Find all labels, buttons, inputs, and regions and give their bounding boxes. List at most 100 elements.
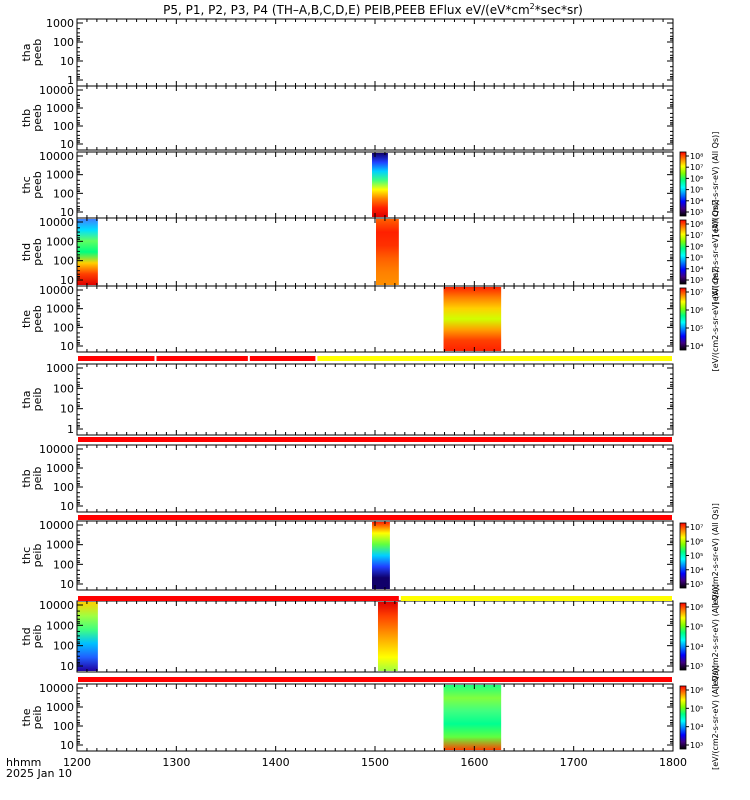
spectrogram-block bbox=[372, 153, 388, 217]
status-bar bbox=[78, 677, 672, 682]
colorbar-tick-label: 10⁴ bbox=[690, 342, 703, 351]
status-segment bbox=[78, 437, 672, 442]
panel-frame bbox=[76, 217, 674, 287]
spectrogram-block bbox=[377, 602, 398, 671]
panel-label-instrument: peib bbox=[31, 388, 44, 412]
y-tick-label: 1000 bbox=[46, 169, 74, 182]
y-tick-label: 10 bbox=[60, 340, 74, 353]
y-tick-label: 1000 bbox=[46, 701, 74, 714]
y-tick-label: 10000 bbox=[39, 84, 74, 97]
colorbar-tick-label: 10⁷ bbox=[690, 163, 703, 172]
spectrogram-block bbox=[372, 522, 390, 589]
panel-label-probe: thb bbox=[20, 469, 33, 487]
panel-label-probe: tha bbox=[20, 390, 33, 408]
status-segment bbox=[78, 596, 399, 601]
y-tick-label: 1000 bbox=[46, 539, 74, 552]
panel-label-instrument: peib bbox=[31, 467, 44, 491]
y-tick-label: 1000 bbox=[46, 235, 74, 248]
colorbar-scale bbox=[679, 602, 687, 671]
y-tick-label: 100 bbox=[53, 321, 74, 334]
status-segment bbox=[156, 356, 248, 361]
colorbar: 10⁶ 10⁵ 10⁴ 10³ [eV/(cm2-s-sr-eV) (All Qs)] bbox=[679, 584, 720, 689]
colorbar-tick-label: 10⁵ bbox=[690, 552, 703, 561]
colorbar-label: [eV/(cm2-s-sr-eV) (All Qs)] bbox=[711, 503, 720, 608]
colorbar-scale bbox=[679, 522, 687, 589]
colorbar-scale bbox=[679, 219, 687, 285]
colorbar-tick-label: 10⁶ bbox=[690, 686, 703, 695]
y-tick-label: 10 bbox=[60, 55, 74, 68]
colorbar: 10⁸ 10⁷ 10⁶ 10⁵ 10⁴ 10³ [eV/(cm2-s-sr-eV) (All… bbox=[679, 132, 720, 236]
panel-label-probe: the bbox=[20, 310, 33, 328]
x-tick-label: 1500 bbox=[361, 756, 389, 769]
y-tick-label: 1000 bbox=[46, 362, 74, 375]
status-segment bbox=[78, 356, 155, 361]
status-bar-stack bbox=[78, 356, 672, 682]
y-tick-label: 10000 bbox=[39, 284, 74, 297]
y-tick-label: 100 bbox=[53, 640, 74, 653]
y-tick-label: 10 bbox=[60, 403, 74, 416]
colorbar-tick-label: 10⁴ bbox=[690, 566, 703, 575]
colorbar-scale bbox=[679, 151, 687, 217]
y-tick-label: 10 bbox=[60, 274, 74, 287]
colorbar: 10⁷ 10⁶ 10⁵ 10⁴ 10³ [eV/(cm2-s-sr-eV) (All Qs… bbox=[679, 503, 720, 608]
colorbar-tick-label: 10⁶ bbox=[690, 242, 703, 251]
status-segment bbox=[78, 677, 672, 682]
y-tick-label: 10000 bbox=[39, 443, 74, 456]
colorbar-tick-label: 10⁴ bbox=[690, 265, 703, 274]
x-axis-label-units: hhmm bbox=[6, 756, 41, 769]
colorbar-label: [eV/(cm2-s-sr-eV) (All Qs)] bbox=[711, 267, 720, 372]
colorbar-tick-label: 10⁶ bbox=[690, 174, 703, 183]
y-tick-label: 100 bbox=[53, 558, 74, 571]
panel-label-probe: thc bbox=[20, 547, 33, 564]
y-tick-label: 10000 bbox=[39, 599, 74, 612]
y-tick-label: 100 bbox=[53, 481, 74, 494]
figure-title: P5, P1, P2, P3, P4 (TH–A,B,C,D,E) PEIB,P… bbox=[163, 2, 583, 17]
y-tick-label: 1000 bbox=[46, 619, 74, 632]
colorbar-tick-label: 10³ bbox=[690, 580, 703, 589]
y-tick-label: 100 bbox=[53, 720, 74, 733]
y-tick-label: 10 bbox=[60, 739, 74, 752]
panel-label-probe: the bbox=[20, 708, 33, 726]
y-tick-label: 10000 bbox=[39, 216, 74, 229]
x-tick-label: 1200 bbox=[63, 756, 91, 769]
colorbar-label: [eV/(cm2-s-sr-eV) (All Qs)] bbox=[711, 200, 720, 305]
panel-label-instrument: peeb bbox=[31, 104, 44, 132]
title-end: *sec*sr) bbox=[535, 3, 583, 17]
y-tick-label: 1000 bbox=[46, 303, 74, 316]
y-tick-label: 10 bbox=[60, 500, 74, 513]
colorbar-tick-label: 10⁸ bbox=[690, 152, 703, 161]
colorbar-tick-label: 10⁶ bbox=[690, 306, 703, 315]
colorbar-tick-label: 10⁶ bbox=[690, 603, 703, 612]
y-tick-label: 10000 bbox=[39, 519, 74, 532]
panel-frame bbox=[76, 18, 674, 87]
status-bar bbox=[78, 515, 672, 520]
spectrogram-block bbox=[77, 602, 98, 671]
colorbar: 10⁸ 10⁷ 10⁶ 10⁵ 10⁴ 10³ [eV/(cm2-s-sr-eV) (All… bbox=[679, 200, 720, 305]
colorbar-scale bbox=[679, 685, 687, 750]
panel-frame bbox=[76, 683, 674, 752]
panel-label-probe: thd bbox=[20, 627, 33, 645]
panel-label-instrument: peeb bbox=[31, 39, 44, 67]
colorbar-tick-label: 10⁷ bbox=[690, 288, 703, 297]
status-segment bbox=[249, 356, 316, 361]
status-segment bbox=[78, 515, 672, 520]
colorbar-tick-label: 10⁷ bbox=[690, 523, 703, 532]
y-tick-label: 100 bbox=[53, 255, 74, 268]
y-tick-label: 1000 bbox=[46, 17, 74, 30]
panel-label-instrument: peib bbox=[31, 544, 44, 568]
panel-frame bbox=[76, 444, 674, 513]
status-bar bbox=[78, 596, 672, 601]
colorbar: 10⁷ 10⁶ 10⁵ 10⁴ [eV/(cm2-s-sr-eV) (All Qs)] bbox=[679, 267, 720, 372]
colorbar-tick-label: 10⁶ bbox=[690, 537, 703, 546]
y-tick-label: 1000 bbox=[46, 102, 74, 115]
colorbar-label: [eV/(cm2-s-sr-eV) (All Qs)] bbox=[711, 584, 720, 689]
colorbar: 10⁶ 10⁵ 10⁴ 10³ [eV/(cm2-s-sr-eV) (All Qs)] bbox=[679, 665, 720, 770]
